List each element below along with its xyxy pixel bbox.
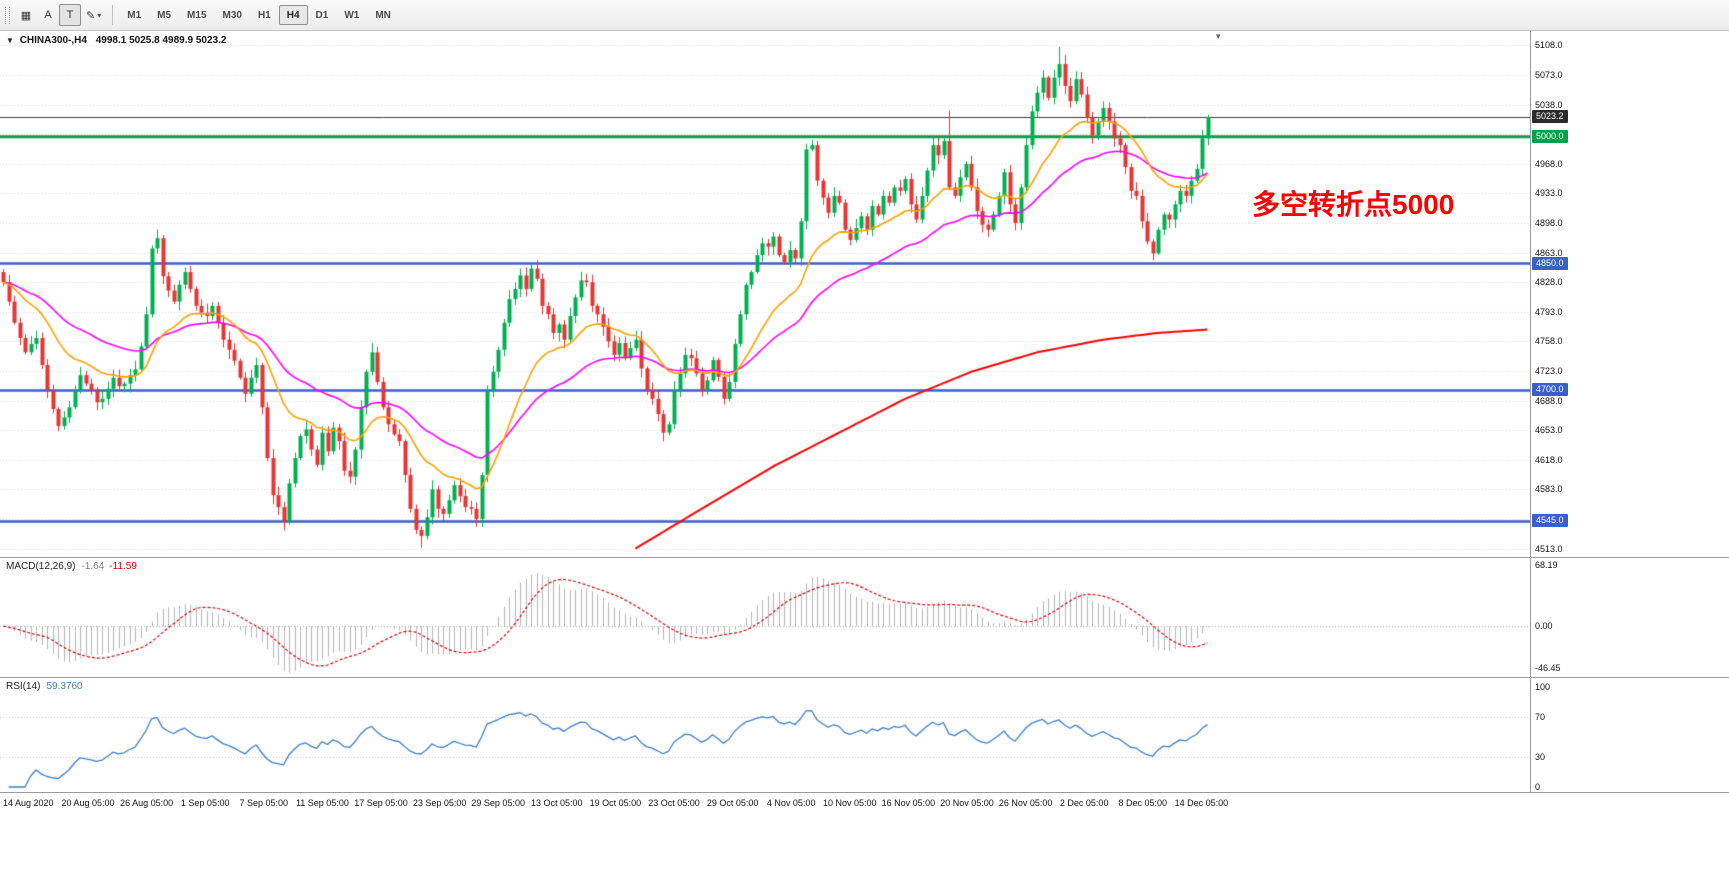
timeframe-m30[interactable]: M30 (215, 5, 250, 25)
rsi-axis-label: 70 (1535, 712, 1546, 722)
rsi-value: 59.3760 (46, 681, 83, 692)
price-line-badge: 4850.0 (1532, 256, 1568, 270)
rsi-axis-label: 0 (1535, 782, 1541, 792)
price-tick-label: 4513.0 (1535, 543, 1563, 554)
time-axis-label: 1 Sep 05:00 (180, 798, 230, 808)
timeframe-w1[interactable]: W1 (336, 5, 367, 25)
price-tick-label: 4723.0 (1535, 365, 1563, 376)
macd-axis-label: 0.00 (1535, 621, 1553, 632)
time-axis-label: 26 Aug 05:00 (120, 798, 174, 808)
time-axis-label: 19 Oct 05:00 (589, 798, 642, 808)
time-axis-label: 11 Sep 05:00 (295, 798, 349, 808)
time-axis-label: 4 Nov 05:00 (766, 798, 816, 808)
panel-separator[interactable] (0, 557, 1729, 558)
timeframe-m15[interactable]: M15 (179, 5, 214, 25)
time-axis-label: 8 Dec 05:00 (1118, 798, 1168, 808)
price-tick-label: 5038.0 (1535, 99, 1563, 110)
chart-title: ▼ CHINA300-,H4 4998.1 5025.8 4989.9 5023… (6, 35, 226, 46)
time-axis-label: 7 Sep 05:00 (239, 798, 289, 808)
chart-text-annotation[interactable]: 多空转折点5000 (1252, 189, 1455, 220)
price-tick-label: 4968.0 (1535, 158, 1563, 169)
ohlc-values-label: 4998.1 5025.8 4989.9 5023.2 (95, 35, 227, 46)
time-axis-label: 20 Aug 05:00 (61, 798, 115, 808)
rsi-axis-label: 100 (1535, 682, 1551, 692)
time-axis-label: 23 Sep 05:00 (412, 798, 467, 808)
time-axis-label: 17 Sep 05:00 (354, 798, 408, 808)
timeframe-h4[interactable]: H4 (278, 5, 308, 25)
shapes-tool-button[interactable]: ✎ ▾ (81, 4, 106, 26)
price-chart-canvas[interactable] (0, 31, 1530, 557)
macd-name: MACD(12,26,9) (6, 561, 76, 572)
price-tick-label: 4618.0 (1535, 454, 1563, 465)
timeframe-mn[interactable]: MN (367, 5, 399, 25)
time-axis-label: 13 Oct 05:00 (531, 798, 583, 808)
price-line-badge: 4700.0 (1532, 383, 1568, 397)
toolbar: ▦ A T ✎ ▾ M1 M5 M15 M30 H1 H4 D1 W1 MN (0, 0, 1729, 31)
macd-main-value: -1.64 (81, 561, 105, 572)
price-tick-label: 4583.0 (1535, 484, 1563, 495)
timeframe-d1[interactable]: D1 (308, 5, 337, 25)
time-axis-label: 29 Oct 05:00 (706, 798, 759, 808)
price-axis[interactable]: 4513.0 4583.0 4618.0 4653.0 4688.0 4723.0 4758… (1531, 0, 1729, 896)
macd-signal-value: -11.59 (109, 561, 137, 572)
time-axis-label: 20 Nov 05:00 (940, 798, 994, 808)
price-tick-label: 4688.0 (1535, 395, 1563, 406)
text-label-tool-button[interactable]: T (59, 4, 81, 26)
toolbar-separator (112, 5, 114, 25)
chevron-down-icon: ▾ (97, 10, 102, 20)
timeframe-m1[interactable]: M1 (119, 5, 149, 25)
price-tick-label: 4898.0 (1535, 217, 1563, 228)
text-a-icon: A (44, 9, 52, 21)
rsi-label: RSI(14) 59.3760 (6, 681, 83, 692)
rsi-axis-label: 30 (1535, 752, 1546, 762)
time-axis-label: 2 Dec 05:00 (1059, 798, 1109, 808)
price-tick-label: 4933.0 (1535, 188, 1563, 199)
pencil-icon: ✎ (86, 9, 96, 22)
price-tick-label: 4758.0 (1535, 336, 1563, 347)
rsi-canvas[interactable] (0, 678, 1530, 792)
price-tick-label: 5073.0 (1535, 69, 1563, 80)
toolbar-grip[interactable] (5, 6, 10, 24)
time-axis-label: 16 Nov 05:00 (881, 798, 936, 808)
price-line-badge: 5000.0 (1532, 129, 1568, 143)
price-line-badge: 4545.0 (1532, 514, 1568, 528)
price-tick-label: 4653.0 (1535, 425, 1563, 436)
time-axis-label: 26 Nov 05:00 (998, 798, 1053, 808)
macd-label: MACD(12,26,9) -1.64 -11.59 (6, 561, 137, 572)
panel-separator[interactable] (0, 677, 1729, 678)
price-axis-border (1530, 31, 1531, 792)
text-tool-button[interactable]: A (37, 4, 59, 26)
price-tick-label: 4828.0 (1535, 277, 1563, 288)
time-axis-label: 10 Nov 05:00 (823, 798, 877, 808)
macd-axis-label: -46.45 (1535, 663, 1561, 673)
timeframe-m5[interactable]: M5 (149, 5, 179, 25)
time-axis-label: 14 Aug 2020 (3, 798, 54, 808)
time-axis[interactable]: 14 Aug 2020 20 Aug 05:00 26 Aug 05:00 1 Sep… (0, 792, 1729, 814)
macd-canvas[interactable] (0, 558, 1530, 677)
macd-axis-label: 68.19 (1535, 560, 1558, 570)
rsi-name: RSI(14) (6, 681, 41, 692)
price-tick-label: 4793.0 (1535, 306, 1563, 317)
chart-grid-icon: ▦ (20, 9, 32, 22)
oneclick-trading-toggle-icon[interactable]: ▼ (6, 36, 14, 45)
time-axis-label: 29 Sep 05:00 (471, 798, 525, 808)
timeframe-h1[interactable]: H1 (250, 5, 279, 25)
text-t-icon: T (66, 9, 74, 21)
bid-price-badge: 5023.2 (1532, 110, 1568, 124)
time-axis-label: 23 Oct 05:00 (648, 798, 700, 808)
symbol-period-label: CHINA300-,H4 (19, 35, 87, 46)
chart-shift-marker-icon: ▾ (1216, 31, 1221, 41)
chart-grid-tool-button[interactable]: ▦ (15, 4, 37, 26)
price-tick-label: 5108.0 (1535, 40, 1563, 51)
time-axis-label: 14 Dec 05:00 (1174, 798, 1229, 808)
price-tick-label: 4863.0 (1535, 247, 1563, 258)
